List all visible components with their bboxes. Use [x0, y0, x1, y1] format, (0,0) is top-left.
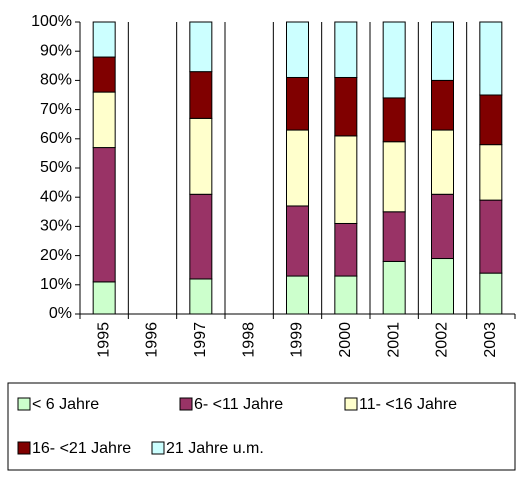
- legend-swatch: [179, 397, 193, 411]
- y-tick-label: 10%: [40, 276, 72, 293]
- legend-label: 21 Jahre u.m.: [166, 440, 264, 457]
- legend-box: [7, 382, 516, 471]
- legend-label: 16- <21 Jahre: [32, 440, 131, 457]
- legend-swatch: [151, 441, 165, 455]
- x-tick-label: 1999: [289, 322, 306, 358]
- bar-segment: [286, 21, 309, 78]
- bar-segment: [334, 21, 358, 78]
- bar-segment: [286, 76, 309, 131]
- bar-segment: [189, 193, 213, 280]
- x-tick-label: 2002: [434, 322, 451, 358]
- bar-segment: [286, 275, 309, 315]
- y-tick-label: 60%: [40, 130, 72, 147]
- bar-segment: [479, 21, 503, 96]
- x-tick-label: 2000: [337, 322, 354, 358]
- x-tick-label: 1996: [144, 322, 161, 358]
- y-tick-label: 100%: [31, 13, 72, 30]
- bar-segment: [189, 117, 213, 195]
- bar-segment: [286, 129, 309, 207]
- bar-segment: [334, 135, 358, 224]
- bar-segment: [431, 258, 454, 315]
- legend-swatch: [344, 397, 358, 411]
- bar-segment: [189, 278, 213, 315]
- legend-label: 6- <11 Jahre: [194, 396, 283, 413]
- bar-segment: [431, 21, 454, 81]
- bar-segment: [334, 222, 358, 277]
- legend-label: < 6 Jahre: [32, 396, 99, 413]
- bar-segment: [479, 199, 503, 274]
- bar-segment: [479, 144, 503, 201]
- bar-segment: [431, 193, 454, 260]
- bar-segment: [92, 91, 116, 149]
- y-tick-label: 30%: [40, 218, 72, 235]
- bar-segment: [189, 71, 213, 119]
- bar-segment: [382, 97, 406, 143]
- bar-segment: [92, 281, 116, 315]
- bar-segment: [92, 21, 116, 58]
- bar-segment: [334, 76, 358, 137]
- bar-segment: [382, 141, 406, 213]
- bar-segment: [479, 272, 503, 315]
- y-tick-label: 0%: [49, 305, 72, 322]
- y-tick-label: 70%: [40, 101, 72, 118]
- bar-segment: [382, 211, 406, 262]
- x-tick-label: 1997: [192, 322, 209, 358]
- legend-label: 11- <16 Jahre: [359, 396, 457, 413]
- x-tick-label: 1998: [240, 322, 257, 358]
- legend-swatch: [17, 397, 31, 411]
- bar-segment: [189, 21, 213, 73]
- bar-segment: [431, 129, 454, 195]
- x-tick-label: 1995: [95, 322, 112, 358]
- x-tick-label: 2003: [482, 322, 499, 358]
- bar-segment: [286, 205, 309, 277]
- y-tick-label: 20%: [40, 247, 72, 264]
- bar-segment: [479, 94, 503, 146]
- x-tick-label: 2001: [385, 322, 402, 358]
- y-tick-label: 40%: [40, 188, 72, 205]
- bar-segment: [431, 79, 454, 131]
- y-tick-label: 80%: [40, 72, 72, 89]
- bar-segment: [92, 147, 116, 283]
- bar-segment: [382, 260, 406, 315]
- bar-segment: [92, 56, 116, 93]
- y-tick-label: 50%: [40, 159, 72, 176]
- bar-segment: [382, 21, 406, 99]
- legend-swatch: [17, 441, 31, 455]
- bar-segment: [334, 275, 358, 315]
- y-tick-label: 90%: [40, 42, 72, 59]
